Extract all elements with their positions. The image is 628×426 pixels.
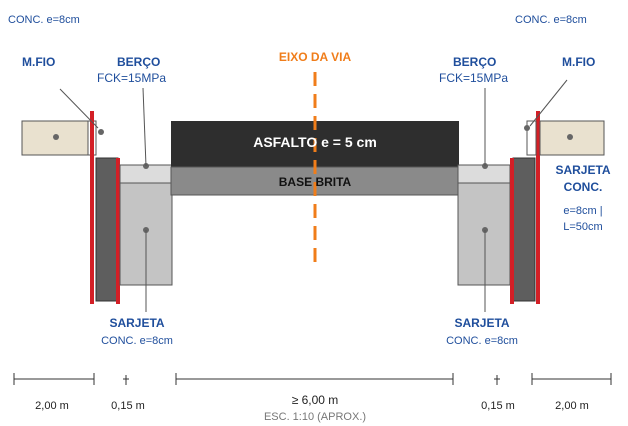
label-conc-left-top: CONC. e=8cm xyxy=(8,14,80,26)
label-base: BASE BRITA xyxy=(279,175,352,189)
gutter-body-right xyxy=(457,182,511,286)
label-eixo: EIXO DA VIA xyxy=(279,50,352,64)
curb-dark-left xyxy=(95,157,119,302)
curb-red-outer-right xyxy=(536,111,540,304)
label-asfalto: ASFALTO e = 5 cm xyxy=(253,134,377,150)
label-conc-right-top: CONC. e=8cm xyxy=(515,14,587,26)
label-sarjeta-right-e: e=8cm | xyxy=(563,205,602,217)
label-berco-left-fck: FCK=15MPa xyxy=(97,71,166,85)
label-mfio-left: M.FIO xyxy=(22,55,55,69)
curb-red-outer-left xyxy=(90,111,94,304)
dim-label-left-inner: 0,15 m xyxy=(111,400,145,412)
mfio-dot-right xyxy=(567,134,573,140)
label-mfio-right: M.FIO xyxy=(562,55,595,69)
curb-dark-right xyxy=(512,157,536,302)
dim-label-right-outer: 2,00 m xyxy=(555,400,589,412)
dim-label-left-outer: 2,00 m xyxy=(35,400,69,412)
leader-mfio-left xyxy=(59,88,99,129)
leader-mfio-right xyxy=(529,79,568,127)
label-sarjeta-left-bottom-title: SARJETA xyxy=(109,316,164,330)
dim-label-right-inner: 0,15 m xyxy=(481,400,515,412)
label-sarjeta-right-bottom-conc: CONC. e=8cm xyxy=(446,335,518,347)
label-berco-right-title: BERÇO xyxy=(453,55,496,69)
label-sarjeta-right-conc: CONC. xyxy=(564,180,603,194)
label-sarjeta-right-title: SARJETA xyxy=(555,163,610,177)
dim-label-center: ≥ 6,00 m xyxy=(292,393,339,407)
label-sarjeta-right-l: L=50cm xyxy=(563,221,602,233)
label-berco-left-title: BERÇO xyxy=(117,55,160,69)
curb-red-inner-right xyxy=(510,158,514,304)
curb-gap-dot-right xyxy=(524,125,530,131)
dimension-lines xyxy=(13,373,612,385)
dim-label-scale: ESC. 1:10 (APROX.) xyxy=(264,411,366,423)
leader-berco-left xyxy=(142,87,147,167)
mfio-dot-left xyxy=(53,134,59,140)
label-sarjeta-right-bottom-title: SARJETA xyxy=(454,316,509,330)
curb-red-inner-left xyxy=(116,158,120,304)
label-berco-right-fck: FCK=15MPa xyxy=(439,71,508,85)
label-sarjeta-left-bottom-conc: CONC. e=8cm xyxy=(101,335,173,347)
curb-gap-right xyxy=(526,120,537,156)
curb-gap-dot-left xyxy=(98,129,104,135)
